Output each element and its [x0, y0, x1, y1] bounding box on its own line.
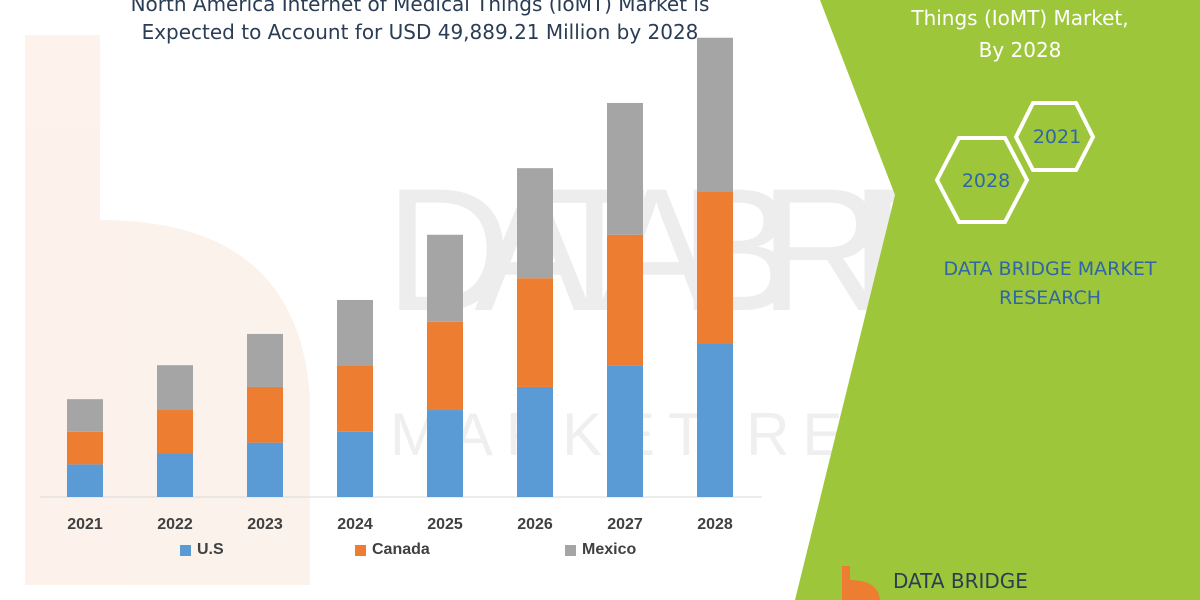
- bar-us-2026: [517, 386, 553, 497]
- x-tick-label-2024: 2024: [337, 516, 373, 533]
- bar-canada-2027: [607, 234, 643, 366]
- hexagon-label-2028: 2028: [961, 170, 1011, 192]
- x-tick-label-2027: 2027: [607, 516, 643, 533]
- bar-canada-2028: [697, 191, 733, 344]
- bar-mexico-2028: [697, 37, 733, 192]
- legend-swatch-us: [180, 544, 191, 556]
- bar-mexico-2024: [337, 299, 373, 366]
- x-tick-label-2021: 2021: [67, 516, 103, 533]
- bar-canada-2025: [427, 321, 463, 411]
- legend-swatch-canada: [355, 544, 366, 556]
- hexagon-2028: [934, 136, 1030, 224]
- bar-canada-2022: [157, 410, 193, 454]
- stacked-bar-chart: 2021 2022 2023 2024 2025 2026 2027 2028: [40, 37, 762, 533]
- x-tick-label-2023: 2023: [247, 516, 283, 533]
- legend-label-mexico: Mexico: [582, 541, 637, 558]
- hexagon-2021: [1013, 101, 1096, 172]
- bar-canada-2024: [337, 365, 373, 432]
- bars-group: [67, 37, 733, 497]
- x-tick-label-2028: 2028: [697, 516, 733, 533]
- bar-us-2023: [247, 442, 283, 497]
- footer-logo-text: DATA BRIDGE: [893, 569, 1028, 593]
- chart-title-line-2: Expected to Account for USD 49,889.21 Mi…: [141, 20, 699, 44]
- bar-canada-2023: [247, 386, 283, 443]
- bar-mexico-2023: [247, 333, 283, 387]
- bar-us-2024: [337, 431, 373, 497]
- brand-name-line-1: DATA BRIDGE MARKET: [943, 258, 1157, 280]
- bar-mexico-2022: [157, 365, 193, 411]
- bar-canada-2026: [517, 278, 553, 387]
- side-title-line-2: By 2028: [978, 38, 1062, 62]
- bar-us-2027: [607, 365, 643, 497]
- green-side-panel: [795, 0, 1200, 600]
- legend-swatch-mexico: [565, 544, 576, 556]
- bar-us-2028: [697, 343, 733, 497]
- bar-mexico-2021: [67, 399, 103, 432]
- bar-us-2022: [157, 453, 193, 497]
- bar-mexico-2025: [427, 234, 463, 322]
- hexagon-label-2021: 2021: [1032, 126, 1082, 148]
- x-tick-label-2025: 2025: [427, 516, 463, 533]
- bar-mexico-2027: [607, 102, 643, 235]
- chart-title-line-1: North America Internet of Medical Things…: [130, 0, 710, 16]
- legend-item-mexico: Mexico: [565, 541, 636, 559]
- legend-label-us: U.S: [197, 541, 224, 558]
- side-title-line-1: Things (IoMT) Market,: [911, 6, 1129, 30]
- brand-name-line-2: RESEARCH: [998, 287, 1102, 309]
- bar-canada-2021: [67, 431, 103, 465]
- x-tick-label-2026: 2026: [517, 516, 553, 533]
- x-tick-label-2022: 2022: [157, 516, 193, 533]
- bar-us-2021: [67, 464, 103, 497]
- legend-label-canada: Canada: [372, 541, 430, 558]
- bar-mexico-2026: [517, 168, 553, 279]
- x-tick-labels: 2021 2022 2023 2024 2025 2026 2027 2028: [67, 516, 733, 533]
- bar-us-2025: [427, 410, 463, 497]
- footer-logo-icon: [842, 566, 880, 600]
- legend-item-us: U.S: [180, 541, 224, 559]
- legend-item-canada: Canada: [355, 541, 430, 559]
